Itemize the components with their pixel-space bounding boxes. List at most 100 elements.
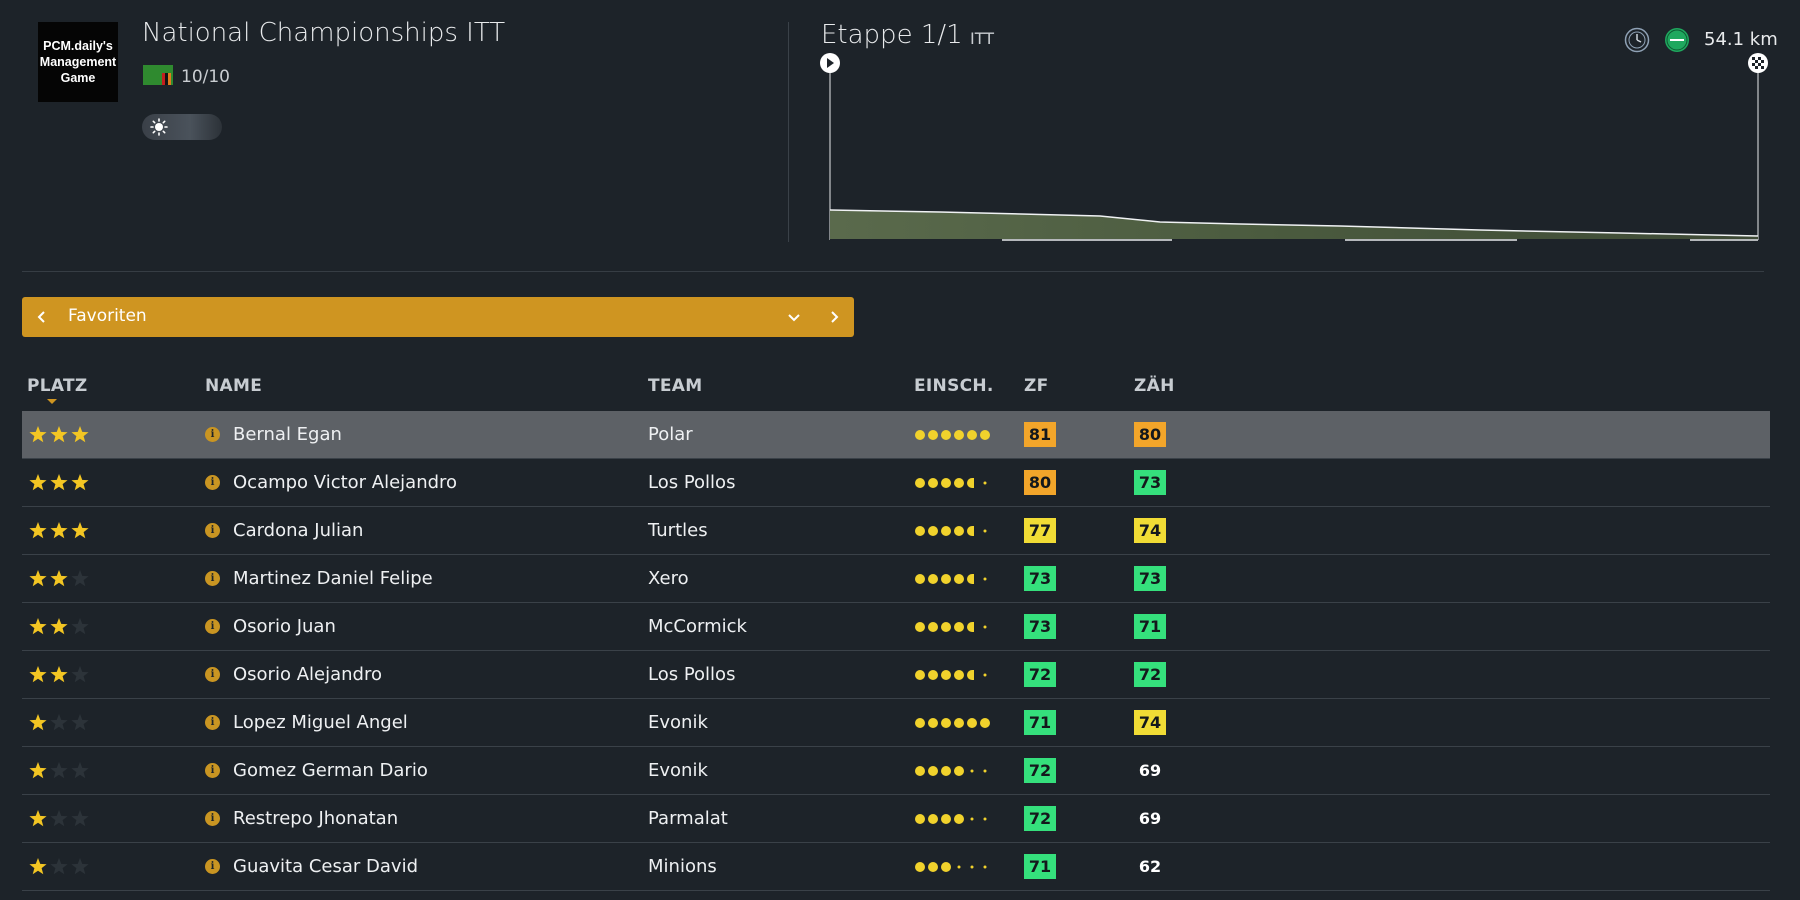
star-icon	[29, 762, 47, 779]
form-rating-icon	[915, 814, 987, 824]
star-icon	[71, 570, 89, 587]
zf-value: 71	[1024, 854, 1056, 879]
form-rating-icon	[915, 478, 987, 488]
rider-team[interactable]: Turtles	[648, 520, 708, 541]
start-flag-icon	[820, 53, 840, 73]
table-row[interactable]: i Restrepo Jhonatan Parmalat 72 69	[22, 795, 1770, 843]
zf-value: 72	[1024, 806, 1056, 831]
zah-value: 74	[1134, 518, 1166, 543]
race-rating: 10/10	[181, 67, 230, 87]
rider-table: i Bernal Egan Polar 81 80 i Ocampo Victor Alej…	[22, 411, 1770, 891]
clock-icon[interactable]	[1624, 27, 1650, 53]
rider-name[interactable]: Ocampo Victor Alejandro	[233, 472, 458, 493]
form-rating-icon	[915, 430, 990, 440]
star-icon	[29, 426, 47, 443]
rider-team[interactable]: Evonik	[648, 760, 708, 781]
star-icon	[50, 714, 68, 731]
rider-name[interactable]: Cardona Julian	[233, 520, 364, 541]
star-icon	[71, 810, 89, 827]
rating-stars-icon	[29, 810, 89, 827]
section-divider	[22, 271, 1764, 272]
column-header-team[interactable]: TEAM	[648, 376, 703, 396]
chevron-down-icon[interactable]	[784, 307, 804, 327]
form-rating-icon	[915, 862, 987, 872]
table-row[interactable]: i Guavita Cesar David Minions 71 62	[22, 843, 1770, 891]
rider-name[interactable]: Lopez Miguel Angel	[233, 712, 408, 733]
zah-value: 73	[1134, 470, 1166, 495]
rider-name[interactable]: Gomez German Dario	[233, 760, 428, 781]
rider-info-icon[interactable]: i	[205, 475, 220, 490]
rider-name[interactable]: Osorio Juan	[233, 616, 336, 637]
zah-value: 73	[1134, 566, 1166, 591]
rider-team[interactable]: Los Pollos	[648, 664, 736, 685]
zah-value: 69	[1138, 761, 1162, 780]
rating-stars-icon	[29, 666, 89, 683]
table-row[interactable]: i Lopez Miguel Angel Evonik 71 74	[22, 699, 1770, 747]
rider-info-icon[interactable]: i	[205, 427, 220, 442]
stage-type: ITT	[970, 29, 994, 48]
rider-team[interactable]: Los Pollos	[648, 472, 736, 493]
rating-stars-icon	[29, 522, 89, 539]
filter-dropdown[interactable]: Favoriten	[22, 297, 854, 337]
star-icon	[29, 666, 47, 683]
star-icon	[50, 522, 68, 539]
column-header-einsch[interactable]: EINSCH.	[914, 376, 994, 396]
rider-name[interactable]: Martinez Daniel Felipe	[233, 568, 433, 589]
rider-info-icon[interactable]: i	[205, 715, 220, 730]
star-icon	[29, 570, 47, 587]
table-row[interactable]: i Martinez Daniel Felipe Xero 73 73	[22, 555, 1770, 603]
rider-info-icon[interactable]: i	[205, 523, 220, 538]
rating-stars-icon	[29, 426, 89, 443]
rider-name[interactable]: Osorio Alejandro	[233, 664, 382, 685]
chevron-left-icon[interactable]	[32, 307, 52, 327]
form-rating-icon	[915, 622, 987, 632]
column-header-zf[interactable]: ZF	[1024, 376, 1049, 396]
zf-value: 72	[1024, 662, 1056, 687]
rider-team[interactable]: McCormick	[648, 616, 747, 637]
rider-info-icon[interactable]: i	[205, 859, 220, 874]
rider-name[interactable]: Bernal Egan	[233, 424, 342, 445]
finish-flag-icon	[1748, 53, 1768, 73]
table-row[interactable]: i Gomez German Dario Evonik 72 69	[22, 747, 1770, 795]
rider-info-icon[interactable]: i	[205, 763, 220, 778]
zf-value: 73	[1024, 566, 1056, 591]
table-row[interactable]: i Bernal Egan Polar 81 80	[22, 411, 1770, 459]
rider-team[interactable]: Parmalat	[648, 808, 728, 829]
zf-value: 72	[1024, 758, 1056, 783]
zf-value: 71	[1024, 710, 1056, 735]
rider-info-icon[interactable]: i	[205, 811, 220, 826]
column-header-zah[interactable]: ZÄH	[1134, 376, 1175, 396]
rider-team[interactable]: Xero	[648, 568, 689, 589]
table-row[interactable]: i Cardona Julian Turtles 77 74	[22, 507, 1770, 555]
rating-stars-icon	[29, 570, 89, 587]
star-icon	[71, 714, 89, 731]
rider-team[interactable]: Evonik	[648, 712, 708, 733]
rider-name[interactable]: Restrepo Jhonatan	[233, 808, 399, 829]
table-row[interactable]: i Osorio Juan McCormick 73 71	[22, 603, 1770, 651]
rider-info-icon[interactable]: i	[205, 667, 220, 682]
column-header-name[interactable]: NAME	[205, 376, 263, 396]
table-row[interactable]: i Osorio Alejandro Los Pollos 72 72	[22, 651, 1770, 699]
rating-stars-icon	[29, 858, 89, 875]
race-title: National Championships ITT	[142, 18, 506, 48]
stage-distance: 54.1 km	[1704, 29, 1778, 50]
rider-team[interactable]: Minions	[648, 856, 717, 877]
rider-name[interactable]: Guavita Cesar David	[233, 856, 418, 877]
zah-value: 69	[1138, 809, 1162, 828]
game-logo: PCM.daily's Management Game	[38, 22, 118, 102]
rider-info-icon[interactable]: i	[205, 571, 220, 586]
form-rating-icon	[915, 718, 990, 728]
rider-info-icon[interactable]: i	[205, 619, 220, 634]
star-icon	[50, 618, 68, 635]
column-header-platz[interactable]: PLATZ	[27, 376, 88, 396]
zf-value: 73	[1024, 614, 1056, 639]
weather-sun-icon	[150, 118, 168, 136]
star-icon	[29, 714, 47, 731]
star-icon	[29, 474, 47, 491]
table-row[interactable]: i Ocampo Victor Alejandro Los Pollos 80 73	[22, 459, 1770, 507]
chevron-right-icon[interactable]	[824, 307, 844, 327]
rider-team[interactable]: Polar	[648, 424, 693, 445]
star-icon	[50, 474, 68, 491]
zah-value: 72	[1134, 662, 1166, 687]
rating-stars-icon	[29, 618, 89, 635]
